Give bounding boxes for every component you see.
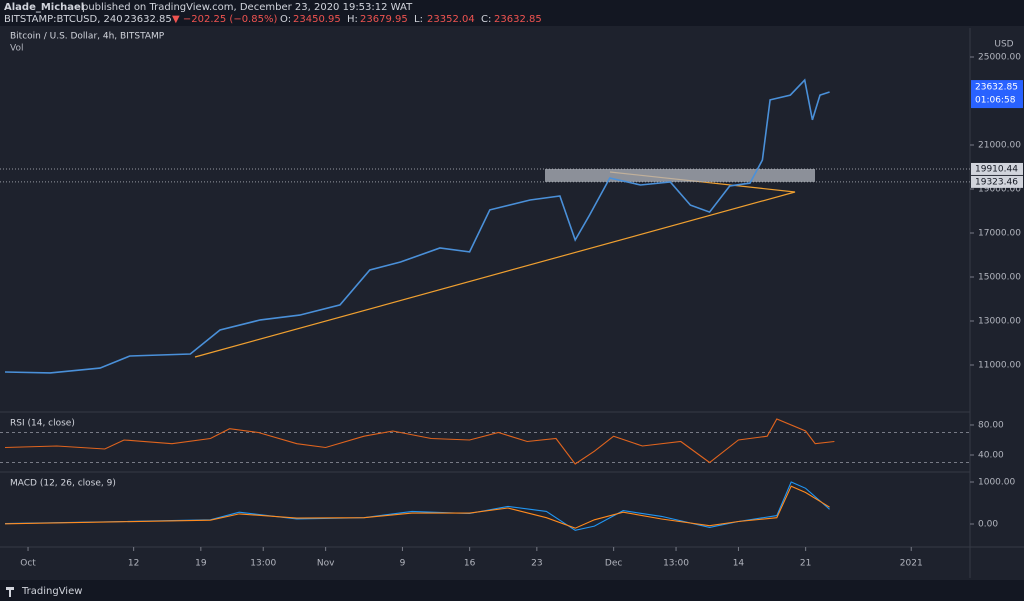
symbol: BITSTAMP:BTCUSD, 240 [4,14,123,25]
countdown: 01:06:58 [975,96,1016,106]
x-tick-label: 9 [400,559,406,569]
ohlc-value: 23679.95 [360,14,408,25]
x-tick-label: Dec [605,559,622,569]
last-price-tag [971,80,1023,109]
level-tag [971,162,1023,175]
pane-title: RSI (14, close) [10,419,75,429]
ohlc-value: 23632.85 [494,14,542,25]
y-tick-label: 21000.00 [978,141,1021,151]
series-line [4,481,830,531]
x-tick-label: 19 [195,559,207,569]
x-tick-label: 14 [733,559,745,569]
x-tick-label: 2021 [900,559,923,569]
author: Alade_Michael [4,2,84,13]
ohlc-value: 23352.04 [427,14,475,25]
logo [6,587,14,597]
x-tick-label: 12 [128,559,139,569]
pane-title: MACD (12, 26, close, 9) [10,479,116,489]
x-tick-label: 13:00 [663,559,689,569]
footer-brand: TradingView [21,586,82,597]
y-tick-label: 40.00 [978,450,1004,460]
y-tick-label: 80.00 [978,420,1004,430]
x-tick-label: Oct [20,559,36,569]
pane-title: Bitcoin / U.S. Dollar, 4h, BITSTAMP [10,32,165,42]
y-tick-label: 17000.00 [978,229,1021,239]
y-tick-label: 0.00 [978,520,998,530]
x-tick-label: Nov [317,559,335,569]
pane-subtitle: Vol [10,44,23,54]
series-line [4,418,835,465]
ohlc-key: H: [347,14,358,25]
last-price-label: 23632.85 [975,83,1018,93]
y-tick-label: 25000.00 [978,52,1021,62]
level-label: 19910.44 [975,164,1018,174]
ohlc-key: L: [414,14,423,25]
published: published on TradingView.com, December 2… [82,2,413,13]
y-tick-label: 1000.00 [978,478,1015,488]
ohlc-key: O: [280,14,291,25]
level-tag [971,175,1023,188]
x-tick-label: 16 [464,559,476,569]
price: 23632.85 [124,14,172,25]
y-axis-label: USD [994,40,1013,50]
y-tick-label: 13000.00 [978,317,1021,327]
footer-bar [0,580,1024,601]
header-bar [0,0,1024,26]
series-line [4,485,830,529]
series-line [4,78,830,374]
x-tick-label: 21 [800,559,811,569]
resistance-zone [545,168,815,182]
x-tick-label: 23 [531,559,542,569]
y-tick-label: 15000.00 [978,273,1021,283]
ohlc-key: C: [481,14,491,25]
ohlc-value: 23450.95 [293,14,341,25]
x-tick-label: 13:00 [250,559,276,569]
y-tick-label: 19000.00 [978,185,1021,195]
y-tick-label: 11000.00 [978,361,1021,371]
level-label: 19323.46 [975,177,1018,187]
change: ▼ −202.25 (−0.85%) [172,14,277,25]
